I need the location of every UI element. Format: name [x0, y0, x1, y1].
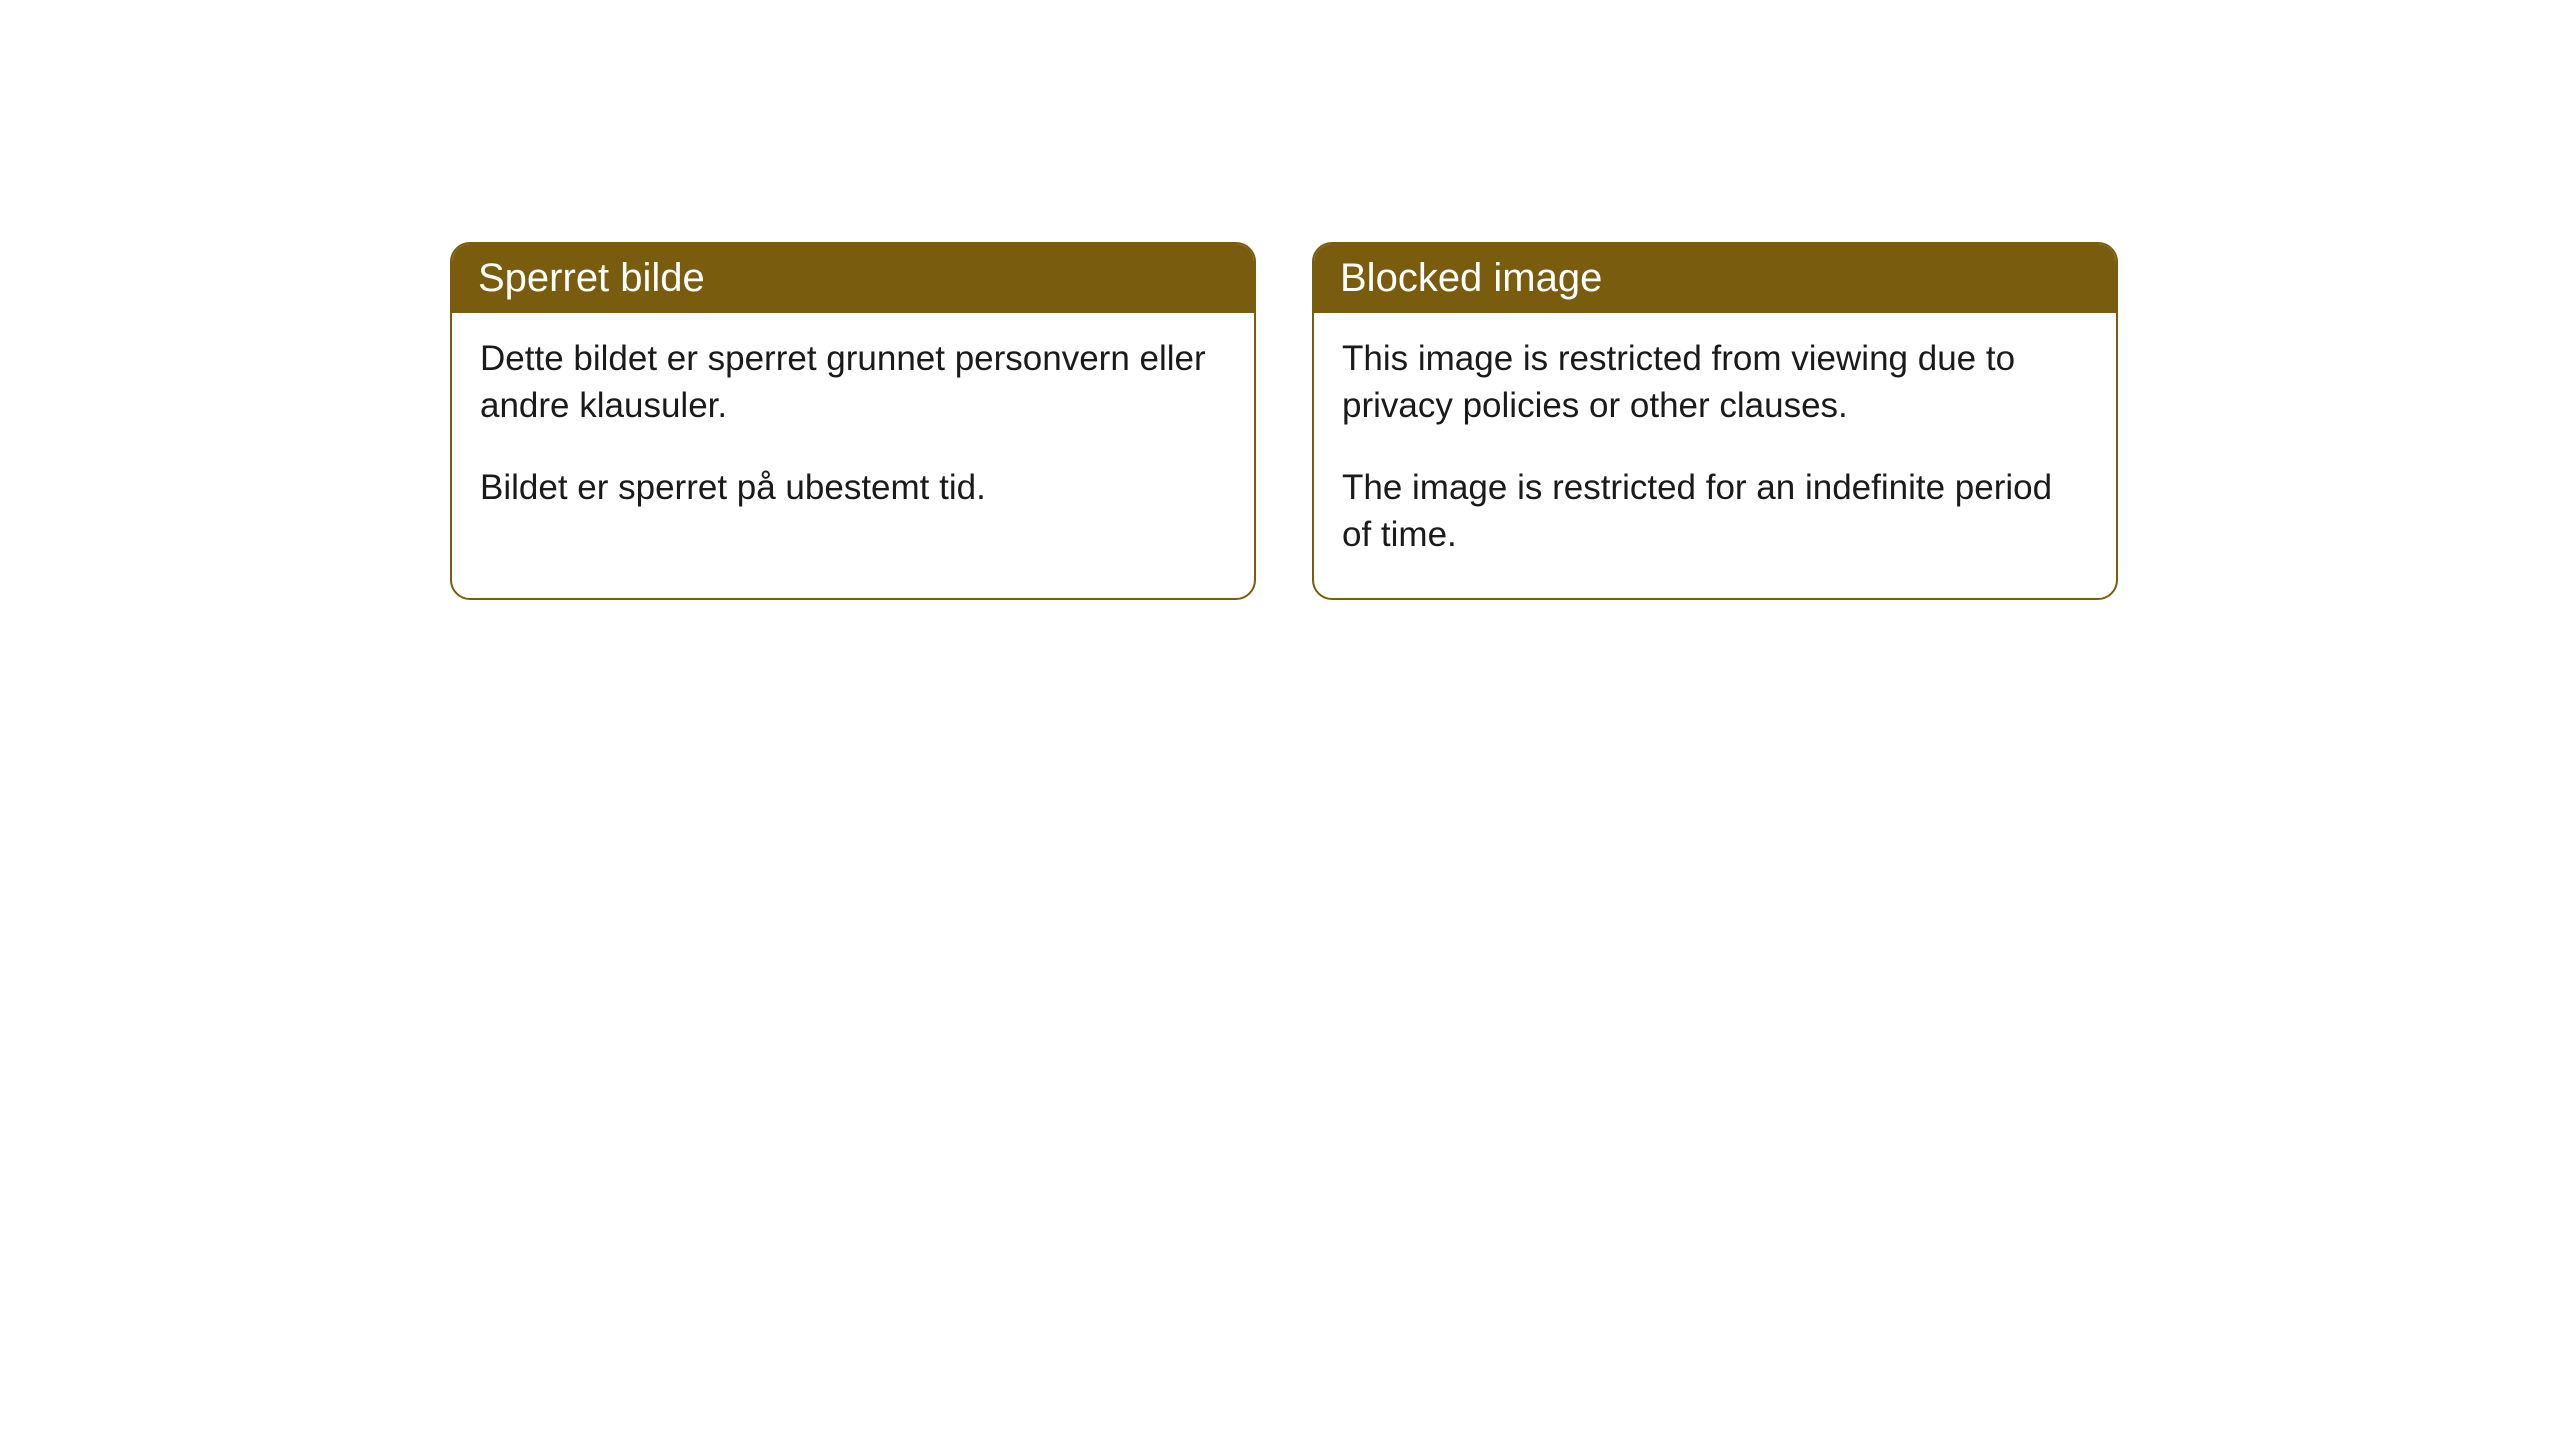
notice-card-english: Blocked image This image is restricted f… — [1312, 242, 2118, 600]
card-title: Sperret bilde — [478, 256, 705, 300]
card-paragraph-2: The image is restricted for an indefinit… — [1342, 464, 2088, 559]
notice-card-norwegian: Sperret bilde Dette bildet er sperret gr… — [450, 242, 1256, 600]
card-body: Dette bildet er sperret grunnet personve… — [452, 313, 1254, 551]
card-header: Sperret bilde — [452, 244, 1254, 313]
card-paragraph-1: This image is restricted from viewing du… — [1342, 335, 2088, 430]
card-title: Blocked image — [1340, 256, 1602, 300]
card-paragraph-1: Dette bildet er sperret grunnet personve… — [480, 335, 1226, 430]
card-body: This image is restricted from viewing du… — [1314, 313, 2116, 598]
card-header: Blocked image — [1314, 244, 2116, 313]
notice-cards-container: Sperret bilde Dette bildet er sperret gr… — [450, 242, 2560, 600]
card-paragraph-2: Bildet er sperret på ubestemt tid. — [480, 464, 1226, 511]
